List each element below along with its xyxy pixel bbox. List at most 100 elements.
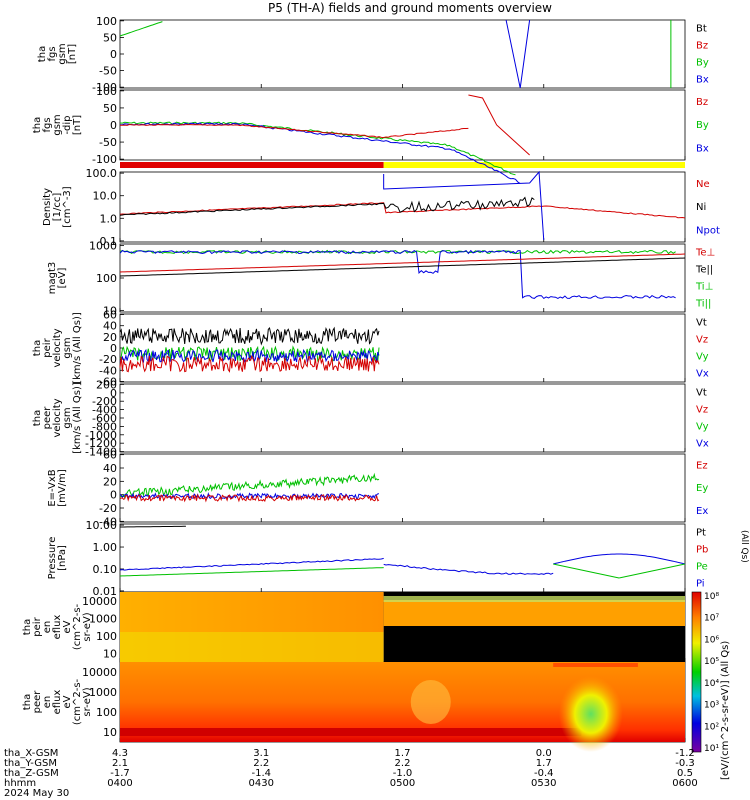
ytick-label-pressure: 10.00 [86, 519, 118, 532]
position-row-label: tha_Z-GSM [4, 768, 59, 779]
ytick-label-fgs-dip: -50 [99, 136, 117, 149]
colorbar-tick-label: 10⁵ [704, 657, 719, 667]
ylabel-peer-vel: tha [32, 410, 43, 426]
ylabel-peer-vel: peer [42, 406, 53, 430]
position-row-value: -0.3 [675, 758, 695, 769]
ylabel-pressure: [nPa] [57, 545, 68, 571]
ytick-label-temp: 10 [103, 304, 117, 317]
ytick-label-efield: 40 [103, 462, 117, 475]
position-row-value: -1.4 [251, 768, 271, 779]
legend-pressure-Pe: Pe [696, 561, 708, 572]
efield-ey-line [119, 472, 380, 499]
legend-efield-Ez: Ez [696, 460, 708, 471]
peer-spectrogram-topband [553, 663, 638, 667]
panel-frame-temp [119, 243, 686, 313]
ytick-label-density: 1.0 [100, 212, 118, 225]
ytick-label-efield: 20 [103, 475, 117, 488]
ytick-label-peir-spec: 10 [103, 647, 117, 660]
panel-frame-density [119, 171, 686, 243]
ylabel-fgs: gsm [57, 43, 68, 64]
pressure-pt-line [120, 525, 186, 528]
panel-frame-peer-vel [119, 383, 686, 453]
legend-fgs-dip-Bz: Bz [696, 97, 708, 108]
colorbar-tick-label: 10⁷ [704, 614, 719, 624]
ylabel-peer-vel: [km/s (All Qs)] [72, 382, 83, 454]
legend-peir-vel-Vy: Vy [696, 351, 709, 362]
legend-peer-vel-Vz: Vz [696, 404, 708, 415]
ylabel-peer-spec: peer [32, 690, 43, 714]
colorbar-tick-label: 10² [704, 722, 719, 732]
pressure-pi-line2 [383, 563, 554, 575]
ylabel-peer-spec: (cm^2-s- [72, 678, 83, 725]
ytick-label-peer-spec: 10000 [82, 666, 117, 679]
fgs-by-line [119, 21, 163, 37]
pressure-pi-line3 [553, 553, 686, 565]
date-label: 2024 May 30 [4, 788, 69, 799]
ytick-label-efield: -20 [99, 502, 117, 515]
ytick-label-peer-vel: 0 [110, 387, 117, 400]
position-row-value: 2.2 [395, 758, 411, 769]
ytick-label-density: 0.1 [100, 235, 118, 248]
x-axis-label: hhmm [4, 778, 36, 789]
ylabel-fgs-dip: fgs [42, 117, 53, 132]
peir-spectrogram-band [383, 600, 685, 626]
side-label-pressure: (All Qs) [739, 530, 749, 563]
legend-peir-vel-Vx: Vx [696, 368, 709, 379]
legend-pressure-Pt: Pt [696, 527, 706, 538]
ylabel-pressure: Pressure [47, 537, 58, 580]
legend-fgs-Bt: Bt [696, 23, 707, 34]
status-bar-red [120, 162, 384, 168]
ytick-label-density: 10.0 [93, 190, 118, 203]
ylabel-fgs-dip: [nT] [72, 115, 83, 135]
position-row-label: tha_Y-GSM [4, 758, 57, 769]
ylabel-density: Density [42, 188, 53, 226]
peir-vt-line [119, 326, 380, 346]
ylabel-peir-vel: gsm [62, 337, 73, 358]
pressure-pe-line [119, 567, 384, 577]
ytick-label-fgs-dip: 0 [110, 119, 117, 132]
ytick-label-peer-vel: -1200 [85, 437, 117, 450]
legend-pressure-Pb: Pb [696, 544, 708, 555]
position-row-value: 1.7 [536, 758, 552, 769]
ytick-label-peir-spec: 100 [96, 630, 117, 643]
status-bar-yellow [383, 162, 685, 168]
ytick-label-peer-vel: -1000 [85, 429, 117, 442]
legend-density-Ni: Ni [696, 202, 706, 213]
panel-frame-fgs [119, 19, 686, 89]
ytick-label-peir-vel: 60 [103, 309, 117, 322]
colorbar: 10⁸ 10⁷ 10⁶ 10⁵ 10⁴ 10³ 10² 10¹ [eV/(cm^2-s-sr-… [691, 591, 731, 780]
ytick-label-peir-vel: -20 [99, 353, 117, 366]
ylabel-peer-spec: en [42, 696, 53, 709]
colorbar-label: [eV/(cm^2-s-sr-eV)] (All Qs) [720, 641, 731, 780]
position-row-value: 0.0 [536, 748, 552, 759]
legend-temp-Ti⊥: Ti⊥ [695, 281, 713, 292]
colorbar-tick-label: 10⁸ [704, 592, 719, 602]
legend-fgs-By: By [696, 57, 709, 68]
ytick-label-fgs: 100 [96, 15, 117, 28]
peir-vz-line [119, 354, 380, 373]
density-ni-line [119, 196, 535, 216]
position-row-value: 3.1 [253, 748, 269, 759]
legend-temp-Ti||: Ti|| [695, 298, 711, 309]
ytick-label-fgs-dip: -100 [92, 153, 117, 166]
ytick-label-peir-spec: 10000 [82, 595, 117, 608]
ytick-label-efield: 0 [110, 489, 117, 502]
legend-fgs-dip-By: By [696, 120, 709, 131]
pressure-pe-line2 [553, 563, 620, 579]
legend-temp-Te||: Te|| [695, 264, 713, 275]
xtick-label: 0530 [531, 778, 556, 789]
position-row-value: -0.4 [534, 768, 554, 779]
xtick-label: 0400 [107, 778, 132, 789]
position-row-value: -1.0 [393, 768, 413, 779]
ylabel-density: [cm^-3] [62, 186, 73, 227]
ytick-label-pressure: 0.01 [93, 585, 118, 598]
xtick-label: 0500 [390, 778, 415, 789]
ylabel-peer-spec: eflux [52, 690, 63, 715]
ytick-label-fgs-dip: 100 [96, 85, 117, 98]
ytick-label-peer-vel: -800 [92, 420, 117, 433]
legend-temp-Te⊥: Te⊥ [695, 247, 715, 258]
ylabel-efield: [mV/m] [57, 469, 68, 507]
position-row-value: 2.1 [112, 758, 128, 769]
